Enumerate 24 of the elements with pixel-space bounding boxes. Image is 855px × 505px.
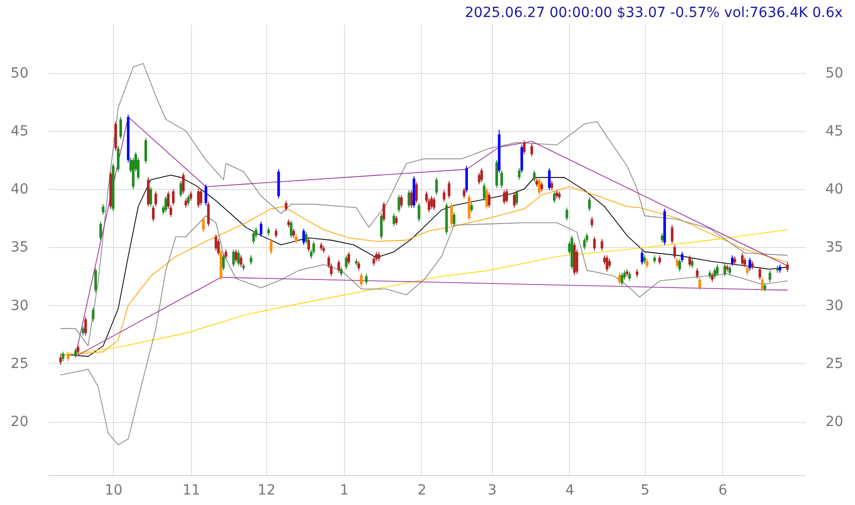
- x-tick-label: 12: [258, 482, 276, 498]
- x-tick-label: 10: [104, 482, 123, 498]
- y-tick-label: 50: [10, 65, 28, 82]
- y2-tick-label: 30: [826, 298, 844, 314]
- x-tick-label: 4: [565, 482, 574, 498]
- x-tick-label: 6: [718, 482, 728, 498]
- x-tick-label: 5: [640, 482, 650, 498]
- y2-tick-label: 25: [826, 356, 844, 372]
- y-tick-label: 30: [10, 298, 28, 314]
- x-tick-label: 11: [182, 482, 200, 498]
- x-tick-label: 2: [418, 482, 426, 498]
- y2-tick-label: 45: [826, 123, 844, 140]
- y2-tick-label: 35: [826, 240, 844, 256]
- x-tick-label: 3: [488, 482, 497, 498]
- y-tick-label: 35: [10, 240, 28, 256]
- y2-tick-label: 20: [826, 414, 844, 430]
- y-tick-label: 20: [10, 414, 28, 430]
- y2-tick-label: 50: [826, 65, 844, 82]
- chart-title: 2025.06.27 00:00:00 $33.07 -0.57% vol:7636.4K 0.6x: [464, 5, 843, 21]
- y-tick-label: 45: [10, 123, 28, 140]
- x-tick-label: 1: [340, 482, 349, 498]
- y-tick-label: 40: [10, 182, 28, 198]
- y2-tick-label: 40: [826, 182, 844, 198]
- y-tick-label: 25: [10, 356, 28, 372]
